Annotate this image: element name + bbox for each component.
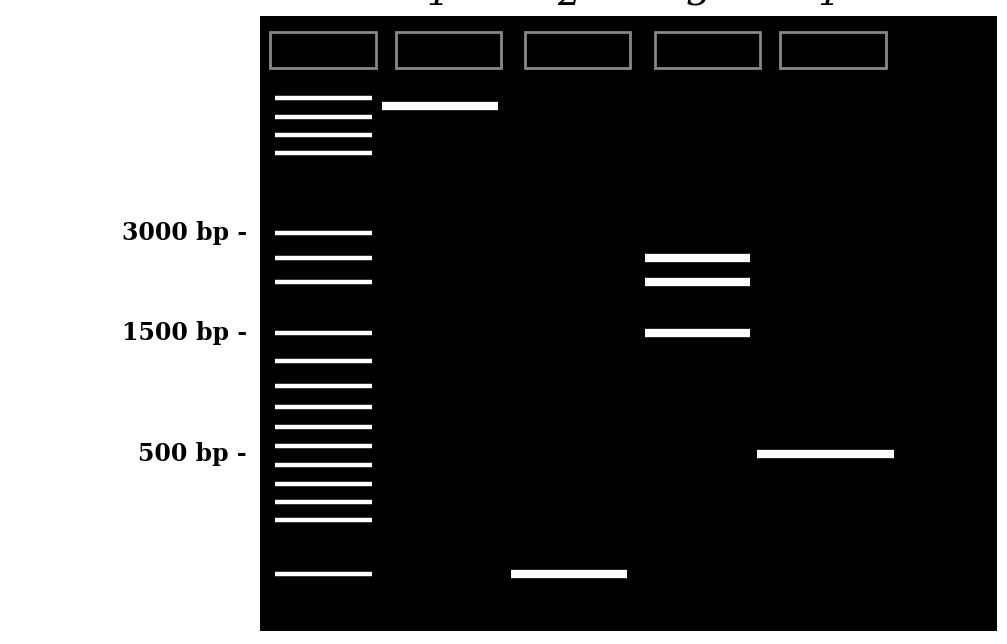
Text: 3: 3 (687, 0, 709, 12)
Text: 1500 bp -: 1500 bp - (122, 321, 247, 345)
Text: 500 bp -: 500 bp - (138, 442, 247, 466)
Text: 2: 2 (558, 0, 580, 12)
Text: 3000 bp -: 3000 bp - (122, 221, 247, 245)
Text: 1: 1 (427, 0, 449, 12)
Text: 4: 4 (815, 0, 837, 12)
